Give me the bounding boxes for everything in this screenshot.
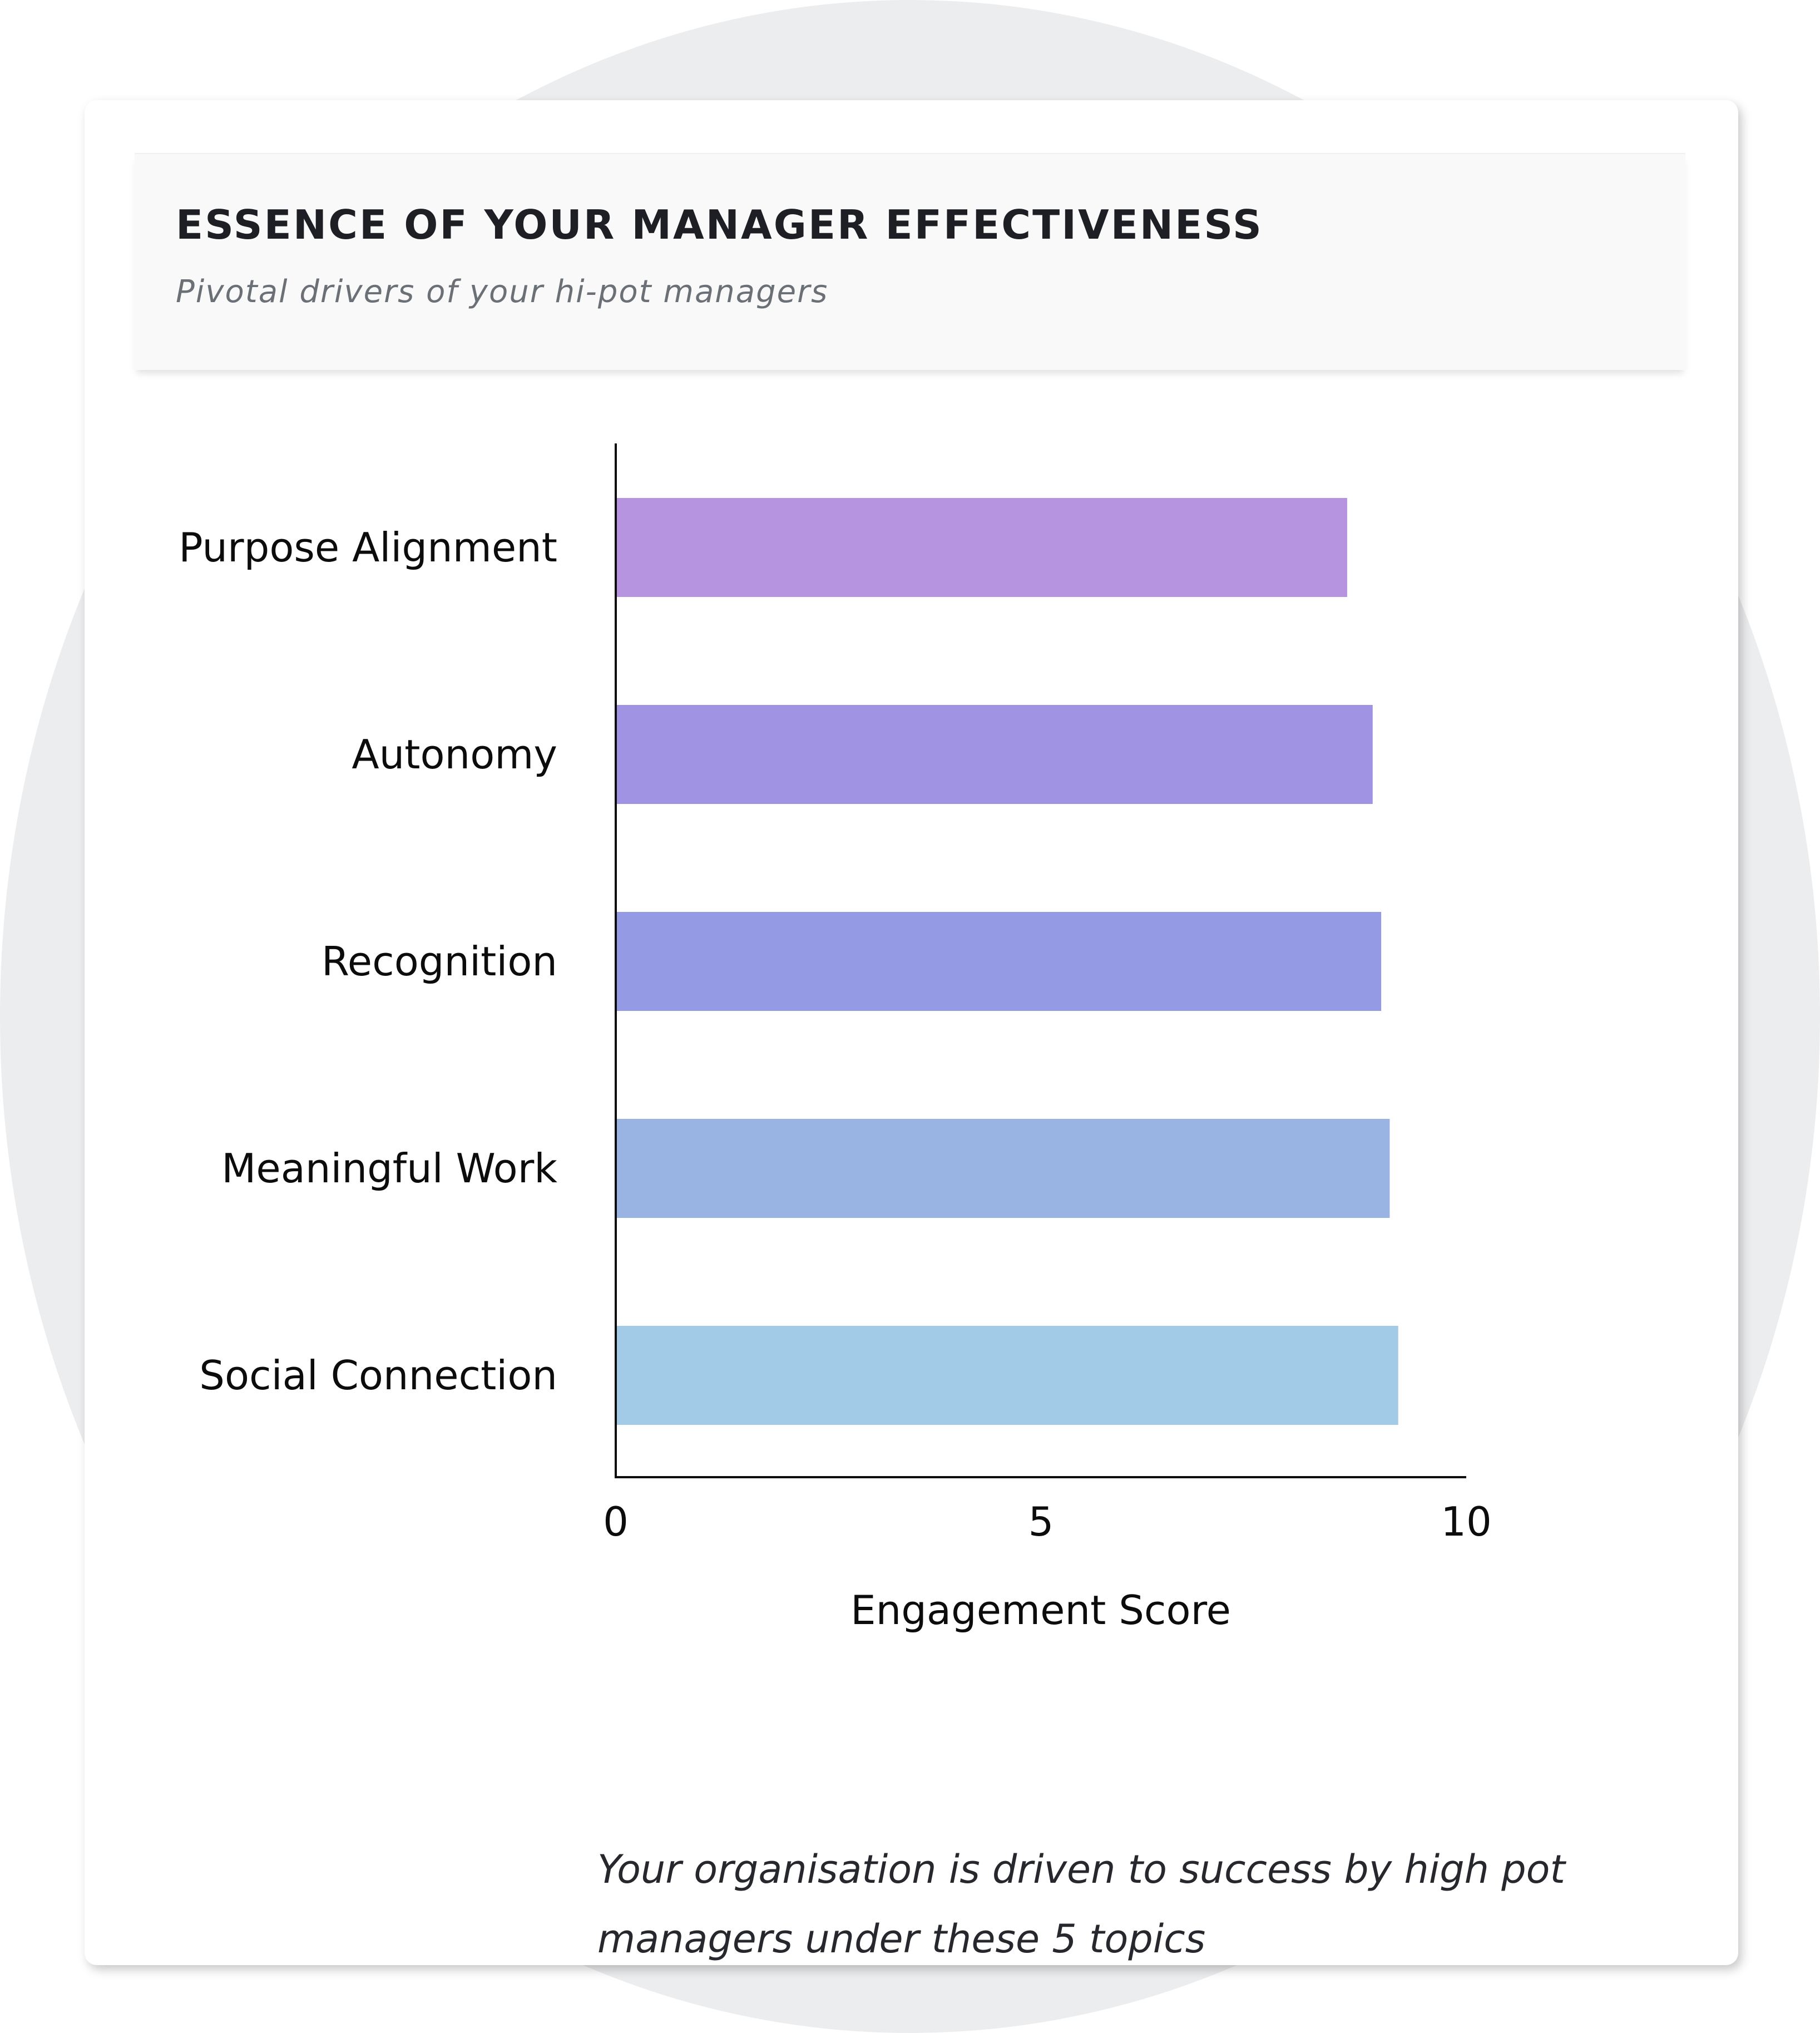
bar-recognition bbox=[616, 912, 1382, 1011]
bar-meaningful-work bbox=[616, 1119, 1390, 1218]
category-labels: Purpose Alignment Autonomy Recognition Mean… bbox=[179, 524, 557, 1399]
category-label-social-connection: Social Connection bbox=[199, 1352, 557, 1399]
category-label-autonomy: Autonomy bbox=[352, 731, 557, 778]
bar-autonomy bbox=[616, 705, 1373, 804]
category-label-meaningful-work: Meaningful Work bbox=[221, 1145, 557, 1192]
card-header: ESSENCE OF YOUR MANAGER EFFECTIVENESS Pi… bbox=[135, 153, 1685, 370]
x-axis-label: Engagement Score bbox=[850, 1587, 1231, 1634]
chart-card: ESSENCE OF YOUR MANAGER EFFECTIVENESS Pi… bbox=[85, 100, 1738, 1965]
bar-social-connection bbox=[616, 1326, 1398, 1425]
bar-purpose-alignment bbox=[616, 498, 1347, 597]
chart-caption: Your organisation is driven to success b… bbox=[597, 1847, 1565, 1962]
bars-layer bbox=[616, 498, 1398, 1425]
x-tick-0: 0 bbox=[603, 1498, 629, 1545]
x-tick-10: 10 bbox=[1441, 1498, 1492, 1545]
chart-subtitle: Pivotal drivers of your hi-pot managers bbox=[176, 274, 829, 310]
category-label-purpose-alignment: Purpose Alignment bbox=[179, 524, 557, 571]
chart-title: ESSENCE OF YOUR MANAGER EFFECTIVENESS bbox=[176, 201, 1263, 248]
x-tick-labels: 0 5 10 bbox=[603, 1498, 1492, 1545]
category-label-recognition: Recognition bbox=[322, 938, 557, 985]
x-tick-5: 5 bbox=[1028, 1498, 1054, 1545]
bar-chart: Purpose Alignment Autonomy Recognition Mean… bbox=[179, 443, 1492, 1634]
